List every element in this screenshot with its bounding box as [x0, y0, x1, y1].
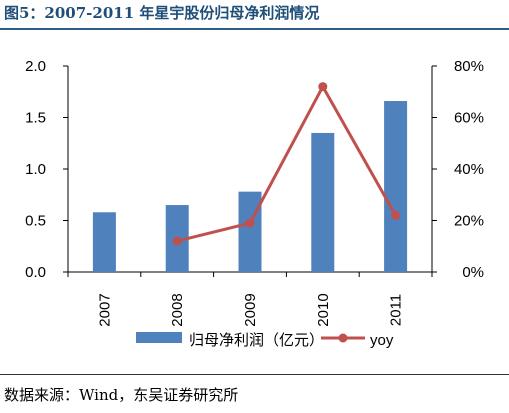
x-tick-label: 2008 — [169, 293, 186, 326]
point-yoy — [245, 218, 255, 228]
y-right-tick-label: 20% — [454, 213, 484, 230]
line-yoy — [176, 83, 397, 243]
y-left-tick-label: 2.0 — [25, 58, 46, 75]
point-yoy — [391, 210, 401, 220]
y-left-tick-label: 0.0 — [25, 264, 46, 281]
y-left-tick-label: 1.5 — [25, 110, 46, 127]
x-tick-label: 2009 — [242, 293, 259, 326]
point-yoy — [172, 236, 182, 246]
chart-title: 图5：2007-2011 年星宇股份归母净利润情况 — [4, 4, 320, 22]
bar-net-profit — [384, 101, 408, 273]
legend-label-bar: 归母净利润（亿元） — [189, 332, 324, 349]
source-divider — [0, 374, 509, 375]
point-yoy — [318, 82, 328, 92]
title-divider — [0, 28, 509, 30]
y-right-tick-label: 60% — [454, 110, 484, 127]
legend-marker-line — [338, 333, 348, 343]
x-tick-label: 2007 — [96, 293, 113, 326]
bar-net-profit — [92, 212, 116, 272]
y-right-tick-label: 80% — [454, 58, 484, 75]
y-right-tick-label: 0% — [462, 264, 484, 281]
bar-net-profit — [238, 191, 262, 272]
y-right-tick-label: 40% — [454, 161, 484, 178]
bar-net-profit — [311, 132, 335, 272]
y-left-tick-label: 0.5 — [25, 213, 46, 230]
legend-swatch-bar — [136, 332, 182, 343]
x-tick-label: 2010 — [315, 293, 332, 326]
x-tick-label: 2011 — [388, 294, 405, 326]
y-left-tick-label: 1.0 — [25, 161, 46, 178]
source-note: 数据来源：Wind，东吴证券研究所 — [4, 386, 239, 404]
legend-label-line: yoy — [370, 332, 394, 349]
combo-chart: 0.0 0.5 1.0 1.5 2.0 0% 20% 40% 60% 80% 2007 2008 200… — [25, 58, 484, 349]
